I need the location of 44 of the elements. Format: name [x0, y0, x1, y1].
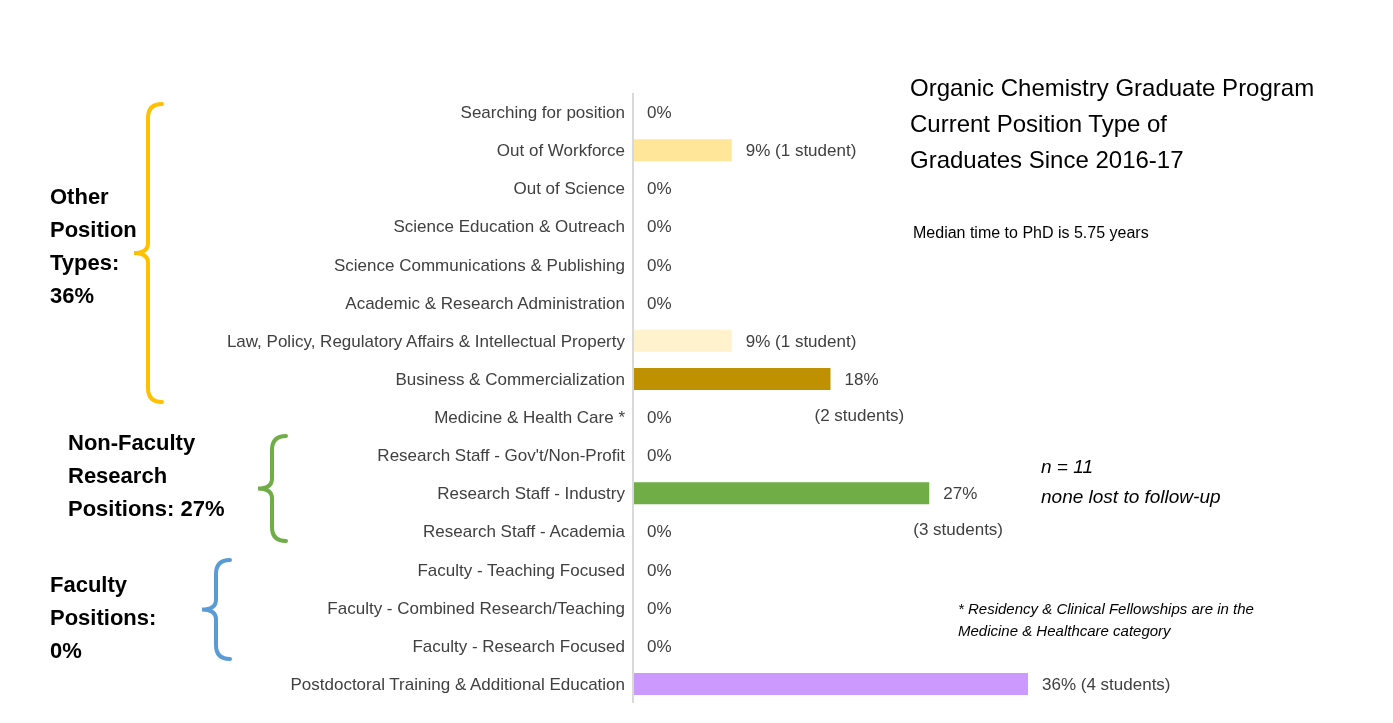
annotation: * Residency & Clinical Fellowships are in the Medicine & Healthcare category — [958, 599, 1255, 641]
data-label: 0% — [647, 598, 672, 618]
data-label: 0% — [647, 522, 672, 542]
y-tick-label: Out of Science — [513, 179, 625, 199]
data-label: 0% — [647, 217, 672, 237]
text: Other Position Types: 36% — [50, 183, 138, 310]
data-label: 0% — [647, 179, 672, 199]
y-tick-label: Law, Policy, Regulatory Affairs & Intellectual Property — [226, 331, 626, 351]
y-tick-label: Academic & Research Administration — [345, 293, 625, 313]
text: Non-Faculty Research Positions: 27% — [68, 429, 226, 523]
annotation: Median time to PhD is 5.75 years — [913, 224, 1149, 242]
data-label: 9% (1 student) — [745, 331, 857, 351]
data-label: 0% — [647, 446, 672, 466]
bar — [633, 672, 1028, 695]
y-tick-label: Business & Commercialization — [395, 369, 625, 389]
y-tick-label: Medicine & Health Care * — [434, 408, 626, 428]
y-tick-label: Faculty - Research Focused — [412, 636, 625, 656]
y-tick-label: Science Education & Outreach — [393, 217, 625, 237]
data-label: 27% (3 students) — [913, 484, 1004, 540]
data-label: 18% (2 students) — [814, 369, 905, 425]
data-label: 0% — [647, 560, 672, 580]
text: n = 11 none lost to follow-up — [1041, 455, 1221, 509]
data-label: 0% — [647, 636, 672, 656]
data-label: 0% — [647, 255, 672, 275]
bar — [633, 482, 930, 505]
y-tick-label: Faculty - Combined Research/Teaching — [327, 598, 625, 618]
y-tick-label: Research Staff - Industry — [437, 484, 626, 504]
bar — [633, 139, 732, 162]
text: Faculty Positions: 0% — [50, 571, 158, 665]
data-label: 0% — [647, 293, 672, 313]
data-label: 0% — [647, 103, 672, 123]
data-label: 9% (1 student) — [745, 141, 857, 161]
y-tick-label: Research Staff - Academia — [423, 522, 626, 542]
bar — [633, 367, 831, 390]
y-tick-label: Out of Workforce — [496, 141, 625, 161]
y-tick-label: Science Communications & Publishing — [333, 255, 625, 275]
bar — [633, 329, 732, 352]
y-tick-label: Research Staff - Gov't/Non-Profit — [377, 446, 626, 466]
y-tick-label: Postdoctoral Training & Additional Education — [290, 674, 625, 694]
data-label: 36% (4 students) — [1042, 674, 1171, 694]
y-tick-label: Searching for position — [460, 103, 625, 123]
data-label: 0% — [647, 408, 672, 428]
text: Organic Chemistry Graduate Program Current Position Type of Graduates Since 2016-17 — [910, 73, 1315, 175]
y-tick-label: Faculty - Teaching Focused — [417, 560, 625, 580]
